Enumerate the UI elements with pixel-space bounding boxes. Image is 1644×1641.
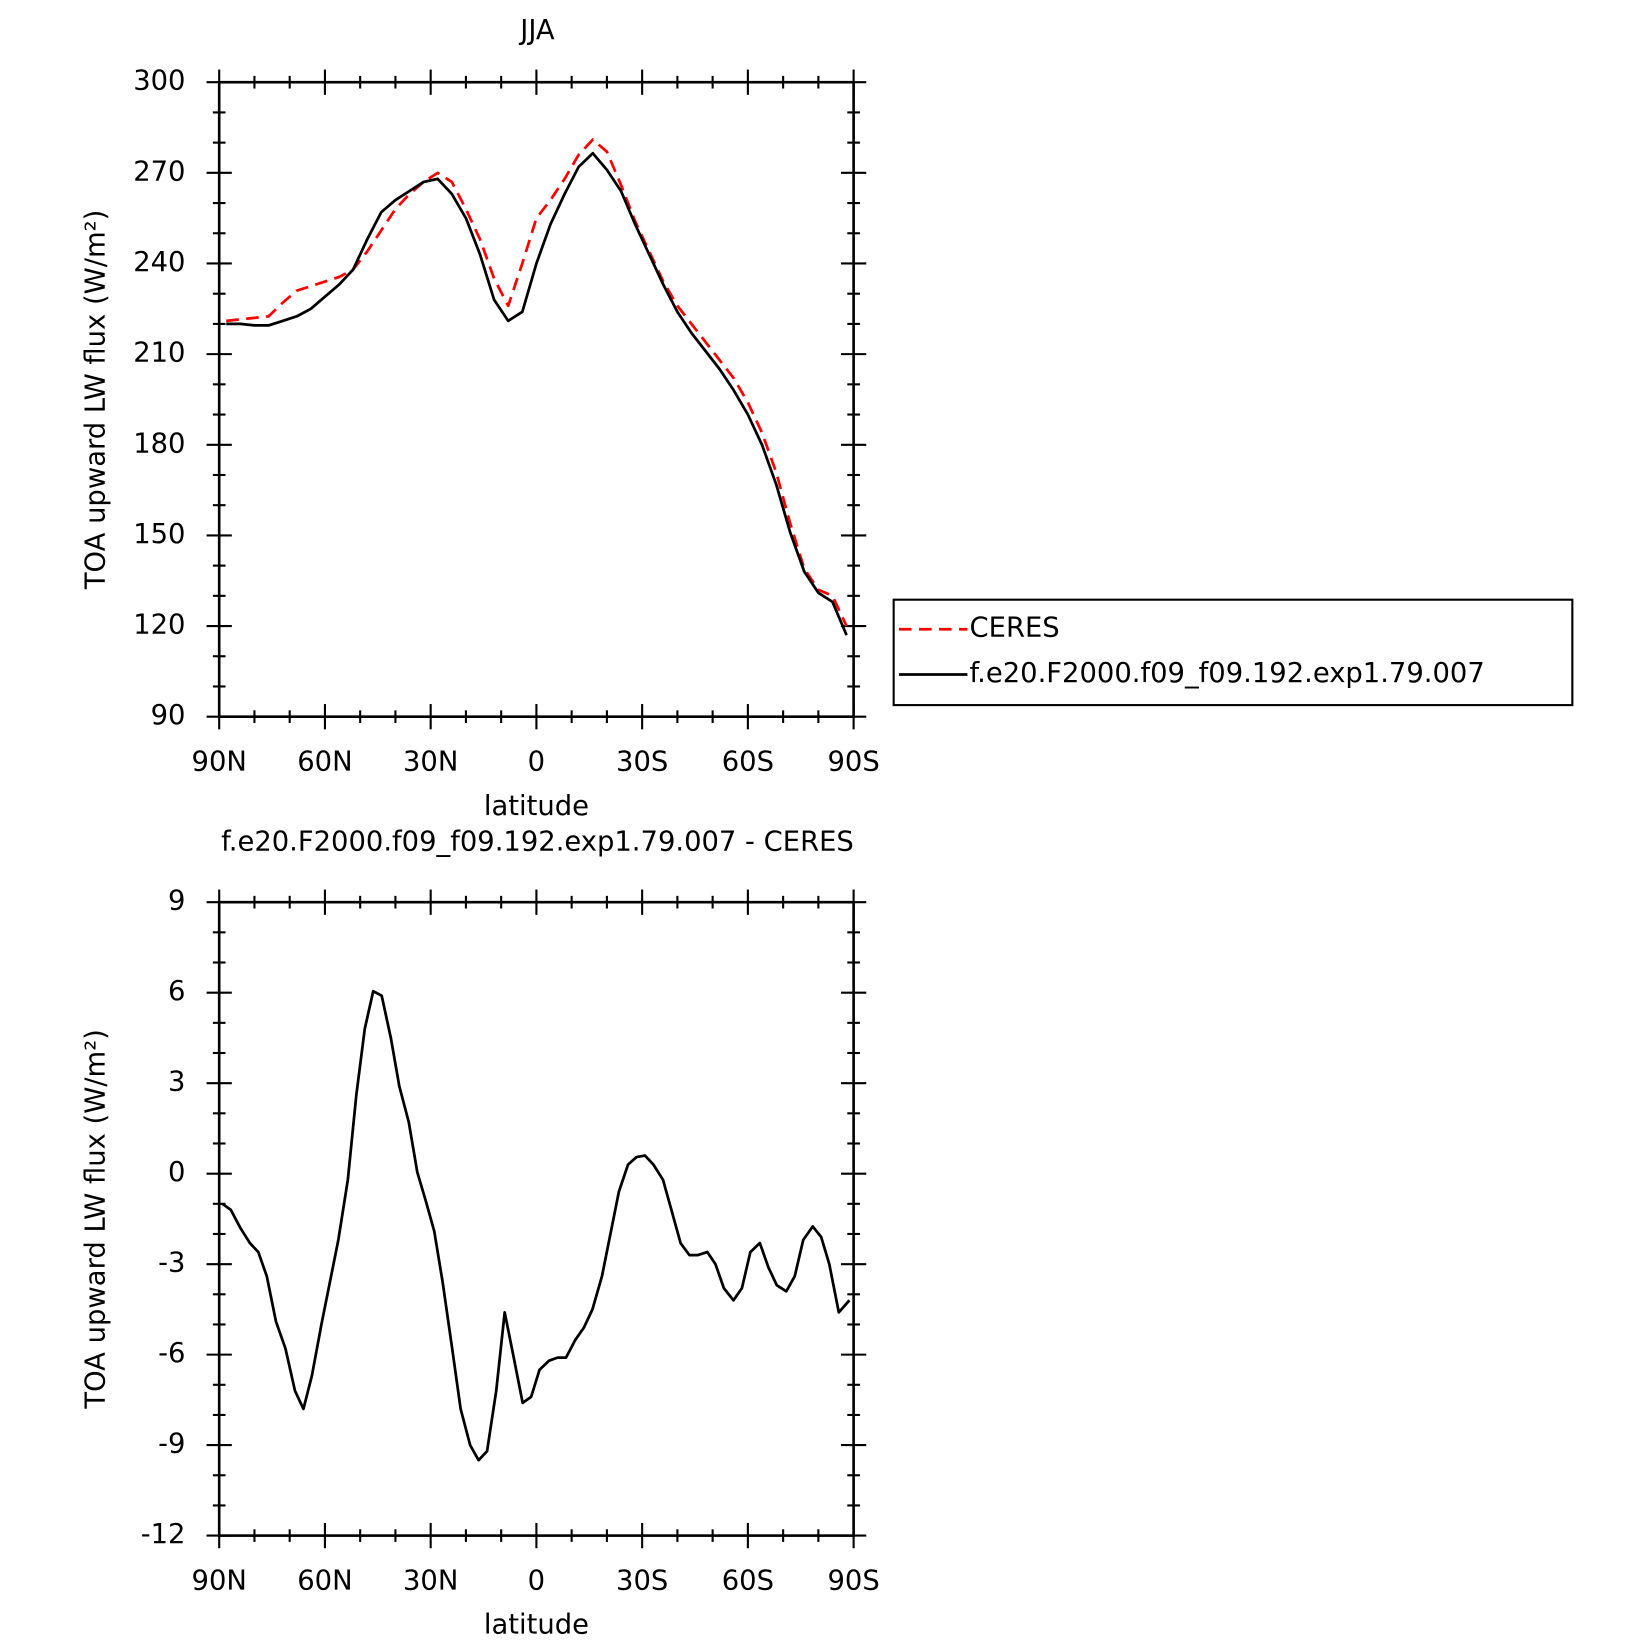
x-tick-label: 90S	[827, 747, 879, 778]
y-tick-label: 120	[133, 610, 185, 641]
y-tick-label: -6	[158, 1338, 185, 1369]
y-tick-label: 0	[168, 1157, 185, 1188]
x-tick-label: 0	[528, 1565, 545, 1596]
y-tick-label: 90	[151, 700, 186, 731]
y-tick-label: 6	[168, 976, 185, 1007]
y-tick-label: -9	[158, 1429, 185, 1460]
chart-title: JJA	[518, 15, 555, 46]
y-axis-label: TOA upward LW flux (W/m²)	[80, 1029, 111, 1409]
y-tick-label: 150	[133, 519, 185, 550]
y-axis-label: TOA upward LW flux (W/m²)	[80, 210, 111, 590]
legend-label: CERES	[970, 613, 1060, 644]
x-tick-label: 60S	[722, 747, 774, 778]
data-line	[226, 151, 848, 636]
y-tick-label: 210	[133, 338, 185, 369]
y-tick-label: -12	[141, 1519, 186, 1550]
y-tick-label: 240	[133, 247, 185, 278]
x-tick-label: 30N	[403, 747, 458, 778]
data-line	[226, 138, 848, 627]
x-tick-label: 30N	[403, 1565, 458, 1596]
x-tick-label: 30S	[616, 747, 668, 778]
legend-box	[892, 598, 1574, 707]
x-tick-label: 60N	[297, 747, 352, 778]
y-tick-label: 180	[133, 428, 185, 459]
y-tick-label: 300	[133, 66, 185, 97]
y-tick-label: 9	[168, 886, 185, 917]
x-tick-label: 90N	[192, 747, 247, 778]
data-line	[221, 989, 851, 1462]
legend-label: f.e20.F2000.f09_f09.192.exp1.79.007	[970, 658, 1485, 689]
x-tick-label: 60N	[297, 1565, 352, 1596]
x-axis-label: latitude	[484, 1610, 589, 1641]
y-tick-label: 3	[168, 1067, 185, 1098]
x-axis-label: latitude	[484, 791, 589, 822]
plot-frame	[217, 80, 855, 719]
legend: CERES f.e20.F2000.f09_f09.192.exp1.79.007	[892, 598, 1574, 707]
chart-title: f.e20.F2000.f09_f09.192.exp1.79.007 - CE…	[221, 827, 854, 858]
x-tick-label: 0	[528, 747, 545, 778]
x-tick-label: 90N	[192, 1565, 247, 1596]
y-tick-label: -3	[158, 1248, 185, 1279]
y-tick-label: 270	[133, 156, 185, 187]
x-tick-label: 60S	[722, 1565, 774, 1596]
x-tick-label: 90S	[827, 1565, 879, 1596]
x-tick-label: 30S	[616, 1565, 668, 1596]
plot-frame	[217, 900, 855, 1537]
